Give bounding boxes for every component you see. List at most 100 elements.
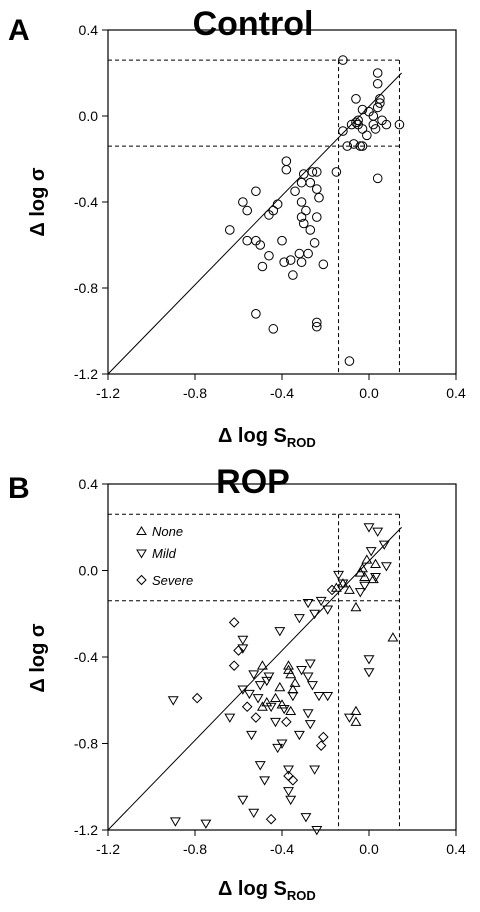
x-tick-label: -1.2 xyxy=(96,841,120,857)
data-point xyxy=(242,205,252,216)
diamond-icon xyxy=(136,574,147,586)
data-points xyxy=(225,55,405,366)
data-point xyxy=(228,660,240,671)
data-point xyxy=(237,685,249,695)
data-point xyxy=(274,681,286,692)
data-point xyxy=(350,705,362,716)
y-tick-label: -0.4 xyxy=(74,194,98,210)
data-point xyxy=(302,672,314,682)
data-point xyxy=(287,691,299,702)
y-tick-label: 0.4 xyxy=(79,22,99,38)
panel-label: B xyxy=(8,472,30,505)
x-tick-label: -0.4 xyxy=(270,385,294,401)
data-point xyxy=(268,324,279,334)
data-point xyxy=(305,177,316,188)
reference-line xyxy=(107,526,402,831)
data-point xyxy=(200,819,212,829)
x-tick-label: -0.8 xyxy=(183,841,207,857)
data-point xyxy=(312,321,322,332)
x-axis-ticks: -1.2 -0.8 -0.4 0.0 0.4 xyxy=(96,374,466,401)
data-point xyxy=(296,257,307,268)
legend: None Mild Severe xyxy=(136,524,193,588)
data-point xyxy=(254,681,266,691)
data-point xyxy=(272,743,284,754)
data-point xyxy=(270,717,281,728)
data-point xyxy=(378,540,390,550)
data-point xyxy=(346,119,357,130)
data-point xyxy=(238,197,248,207)
data-point xyxy=(372,102,383,113)
data-point xyxy=(283,770,294,782)
data-point xyxy=(265,813,277,825)
data-point xyxy=(305,225,316,235)
data-point xyxy=(257,261,268,272)
panel-a-control: A Control -1.2 -0.8 -0.4 0.0 0.4 -1.2 -0.8 -0.… xyxy=(8,5,466,450)
y-axis-ticks: -1.2 -0.8 -0.4 0.0 0.4 xyxy=(74,476,108,838)
data-point xyxy=(372,173,383,184)
data-point xyxy=(359,581,371,591)
y-tick-label: 0.4 xyxy=(79,476,99,492)
x-tick-label: -1.2 xyxy=(96,385,120,401)
data-point xyxy=(169,817,181,827)
x-axis-label-main: Δ log S xyxy=(218,425,287,447)
data-point xyxy=(301,205,311,216)
data-point xyxy=(300,813,312,823)
data-point xyxy=(225,225,235,235)
y-axis-label: Δ log σ xyxy=(27,623,49,692)
x-axis-ticks: -1.2 -0.8 -0.4 0.0 0.4 xyxy=(96,830,466,857)
data-point xyxy=(394,119,405,130)
data-point xyxy=(304,720,316,730)
data-point xyxy=(285,255,296,265)
data-point xyxy=(351,94,361,104)
data-point xyxy=(333,570,345,581)
data-point xyxy=(375,94,385,104)
data-point xyxy=(285,795,297,806)
data-point xyxy=(311,826,323,836)
data-point xyxy=(191,692,203,704)
legend-item-none: None xyxy=(136,524,183,539)
data-point xyxy=(357,141,368,151)
data-point xyxy=(302,598,314,609)
data-point xyxy=(255,240,266,250)
data-point xyxy=(276,699,288,709)
data-point xyxy=(306,681,318,691)
data-point xyxy=(348,139,359,149)
data-point xyxy=(233,645,244,656)
data-point xyxy=(363,668,375,678)
x-tick-label: 0.0 xyxy=(359,385,379,401)
data-point xyxy=(363,655,375,665)
data-point xyxy=(251,309,261,319)
chart-title: Control xyxy=(193,5,314,43)
data-point xyxy=(287,774,299,786)
data-point xyxy=(279,257,289,268)
data-point xyxy=(359,571,371,581)
panel-b-rop: B ROP -1.2 -0.8 -0.4 0.0 0.4 -1.2 -0.8 -0.4 0.0… xyxy=(8,463,466,903)
data-point xyxy=(351,117,361,128)
data-point xyxy=(380,562,392,572)
data-point xyxy=(322,605,334,615)
data-point xyxy=(289,677,301,687)
data-point xyxy=(367,573,379,584)
data-point xyxy=(288,270,298,280)
data-point xyxy=(350,716,362,726)
data-point xyxy=(293,614,305,624)
data-point xyxy=(296,177,307,188)
dashed-boundaries xyxy=(108,59,400,374)
data-point xyxy=(363,523,375,533)
data-point xyxy=(372,78,383,89)
data-point xyxy=(277,235,287,246)
triangle-up-icon xyxy=(136,526,147,535)
data-point xyxy=(252,694,264,704)
data-point xyxy=(314,192,324,203)
data-point xyxy=(372,68,383,78)
data-point xyxy=(338,55,348,65)
data-point xyxy=(354,588,366,598)
data-point xyxy=(313,691,325,702)
reference-line xyxy=(107,72,402,375)
panel-label: A xyxy=(8,14,30,47)
data-point xyxy=(294,248,305,259)
data-point xyxy=(315,740,327,751)
plot-frame xyxy=(107,29,457,375)
data-point xyxy=(343,584,355,594)
data-point xyxy=(361,554,373,564)
